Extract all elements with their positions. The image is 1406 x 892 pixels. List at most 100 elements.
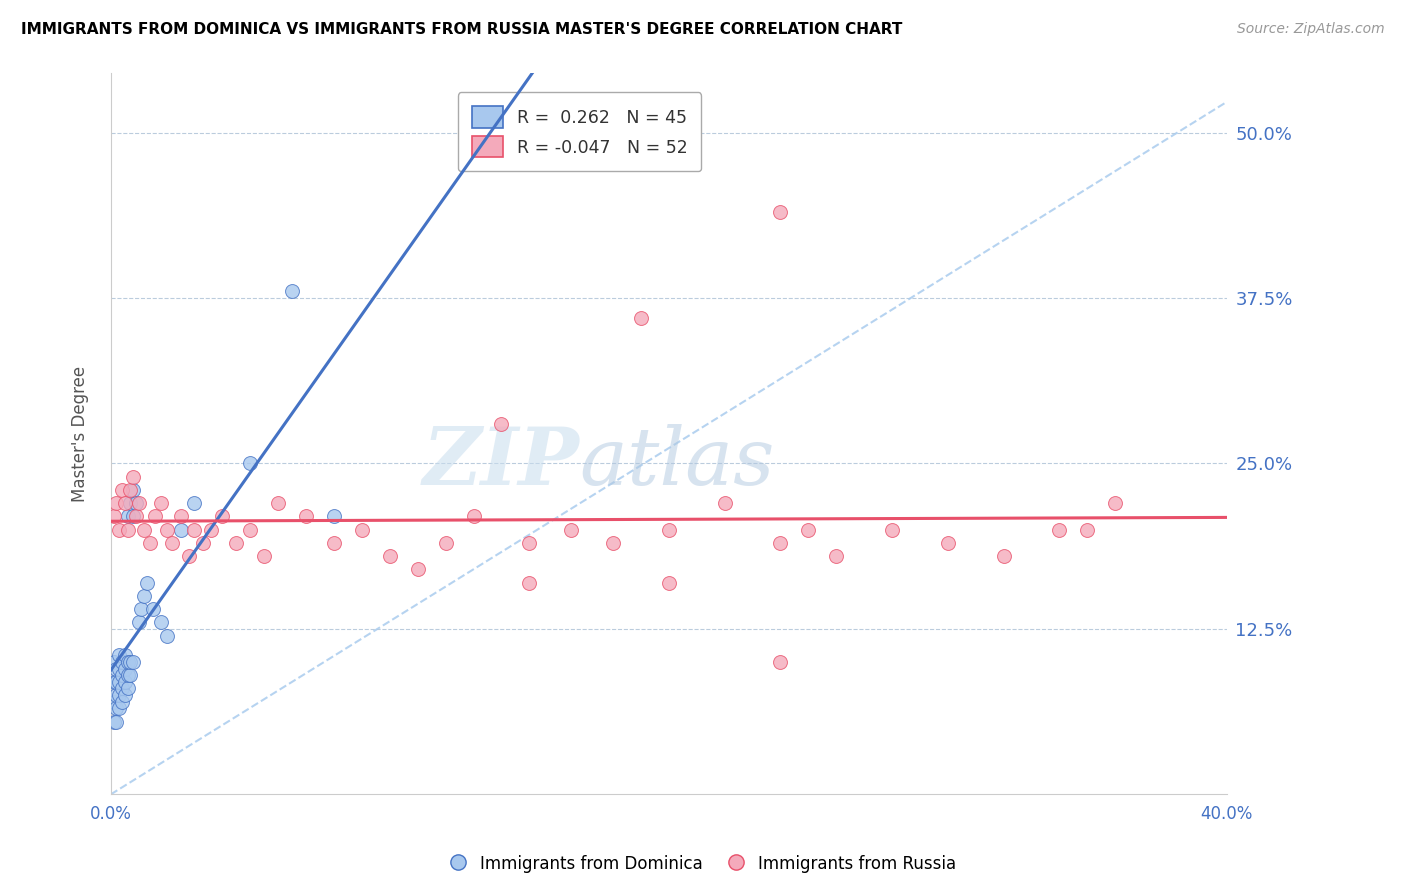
Point xyxy=(155,628,177,642)
Point xyxy=(117,668,139,682)
Point xyxy=(150,615,173,630)
Point xyxy=(122,509,145,524)
Point xyxy=(602,536,624,550)
Point xyxy=(142,602,165,616)
Legend: R =  0.262   N = 45, R = -0.047   N = 52: R = 0.262 N = 45, R = -0.047 N = 52 xyxy=(458,93,702,171)
Point xyxy=(825,549,848,563)
Point xyxy=(993,549,1015,563)
Point xyxy=(103,714,125,729)
Point xyxy=(145,509,167,524)
Text: ZIP: ZIP xyxy=(423,424,579,501)
Point xyxy=(114,688,136,702)
Point xyxy=(105,714,128,729)
Point xyxy=(103,695,125,709)
Point xyxy=(239,457,262,471)
Point xyxy=(463,509,485,524)
Point xyxy=(177,549,200,563)
Point xyxy=(295,509,318,524)
Point xyxy=(108,523,131,537)
Point xyxy=(253,549,276,563)
Point xyxy=(120,655,142,669)
Point xyxy=(122,469,145,483)
Point xyxy=(108,701,131,715)
Point xyxy=(111,655,134,669)
Point xyxy=(103,509,125,524)
Point xyxy=(120,668,142,682)
Point xyxy=(155,523,177,537)
Point xyxy=(211,509,233,524)
Point xyxy=(136,575,159,590)
Point xyxy=(114,662,136,676)
Point xyxy=(169,523,191,537)
Point xyxy=(103,674,125,689)
Point xyxy=(769,655,792,669)
Point xyxy=(117,509,139,524)
Point xyxy=(267,496,290,510)
Text: atlas: atlas xyxy=(579,424,775,501)
Point xyxy=(117,655,139,669)
Point xyxy=(114,674,136,689)
Point xyxy=(125,509,148,524)
Point xyxy=(120,483,142,497)
Point xyxy=(239,523,262,537)
Point xyxy=(434,536,457,550)
Text: IMMIGRANTS FROM DOMINICA VS IMMIGRANTS FROM RUSSIA MASTER'S DEGREE CORRELATION C: IMMIGRANTS FROM DOMINICA VS IMMIGRANTS F… xyxy=(21,22,903,37)
Point xyxy=(105,662,128,676)
Point xyxy=(160,536,183,550)
Point xyxy=(114,648,136,663)
Point xyxy=(183,523,205,537)
Point xyxy=(560,523,582,537)
Point xyxy=(111,483,134,497)
Point xyxy=(103,655,125,669)
Point xyxy=(200,523,222,537)
Point xyxy=(114,496,136,510)
Text: Source: ZipAtlas.com: Source: ZipAtlas.com xyxy=(1237,22,1385,37)
Point xyxy=(111,668,134,682)
Point xyxy=(134,523,156,537)
Point xyxy=(323,536,346,550)
Point xyxy=(117,681,139,696)
Y-axis label: Master's Degree: Master's Degree xyxy=(72,366,89,501)
Point xyxy=(517,536,540,550)
Point xyxy=(225,536,247,550)
Point xyxy=(108,662,131,676)
Point xyxy=(183,496,205,510)
Point xyxy=(1076,523,1098,537)
Point xyxy=(122,483,145,497)
Point xyxy=(105,701,128,715)
Point xyxy=(108,648,131,663)
Point xyxy=(120,496,142,510)
Point xyxy=(111,695,134,709)
Point xyxy=(797,523,820,537)
Point xyxy=(630,310,652,325)
Point xyxy=(491,417,513,431)
Point xyxy=(134,589,156,603)
Point xyxy=(1104,496,1126,510)
Point xyxy=(108,674,131,689)
Point xyxy=(105,496,128,510)
Point xyxy=(108,688,131,702)
Point xyxy=(169,509,191,524)
Point xyxy=(517,575,540,590)
Point xyxy=(117,523,139,537)
Point xyxy=(769,205,792,219)
Point xyxy=(350,523,373,537)
Point xyxy=(191,536,214,550)
Point xyxy=(769,536,792,550)
Point xyxy=(111,681,134,696)
Point xyxy=(128,496,150,510)
Point xyxy=(122,655,145,669)
Point xyxy=(713,496,735,510)
Point xyxy=(105,688,128,702)
Point xyxy=(936,536,959,550)
Point xyxy=(281,285,304,299)
Point xyxy=(128,615,150,630)
Point xyxy=(150,496,173,510)
Point xyxy=(880,523,903,537)
Point xyxy=(139,536,162,550)
Point xyxy=(378,549,401,563)
Point xyxy=(131,602,153,616)
Point xyxy=(406,562,429,576)
Point xyxy=(658,523,681,537)
Point xyxy=(105,674,128,689)
